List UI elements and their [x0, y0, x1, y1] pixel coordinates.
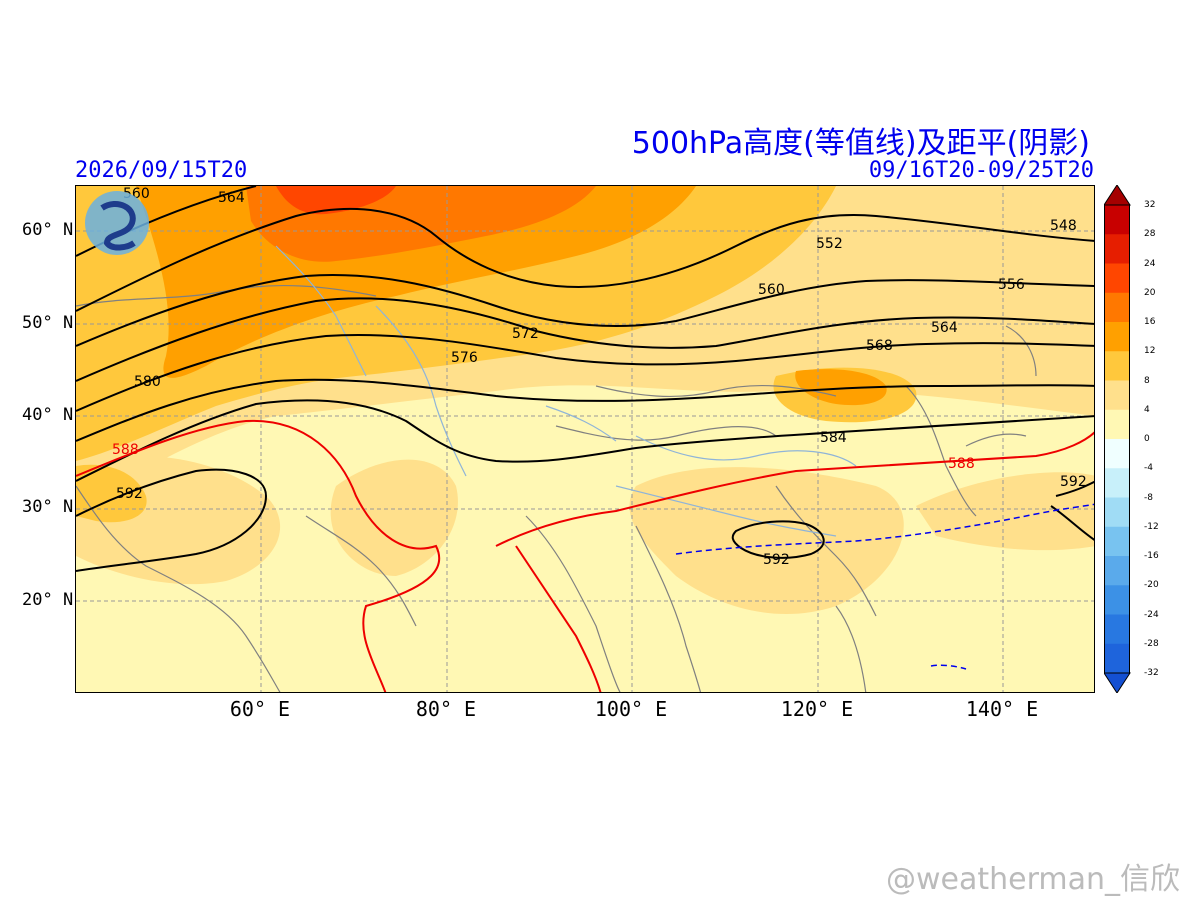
init-time: 2026/09/15T20 [75, 158, 248, 183]
contour-label: 560 [758, 282, 785, 298]
colorbar-frame [1104, 204, 1130, 674]
colorbar-tick-label: 28 [1144, 229, 1156, 240]
valid-period: 09/16T20-09/25T20 [868, 158, 1094, 183]
colorbar-tick-label: -32 [1144, 668, 1159, 678]
contour-label: 548 [1050, 218, 1077, 234]
colorbar-segment [1104, 556, 1130, 586]
contour-label: 592 [116, 486, 143, 502]
rivers-and-lakes [275, 245, 857, 537]
colorbar-tick-label: -12 [1144, 521, 1159, 532]
lat-label-40: 40° N [22, 405, 74, 425]
colorbar-segment [1104, 643, 1130, 674]
lat-label-60: 60° N [22, 220, 74, 240]
lon-label-120: 120° E [780, 697, 854, 721]
negative-anomaly-line [675, 503, 1094, 670]
lon-label-60: 60° E [229, 697, 291, 721]
colorbar-segment [1104, 292, 1130, 323]
colorbar [1104, 185, 1131, 693]
colorbar-tick-label: -24 [1144, 609, 1159, 620]
colorbar-tick-label: 12 [1144, 346, 1156, 357]
colorbar-tick-label: -16 [1144, 551, 1159, 561]
colorbar-segment [1104, 497, 1130, 528]
watermark: @weatherman_信欣 [885, 862, 1180, 897]
contour-label: 568 [866, 338, 893, 354]
colorbar-tick-label: -4 [1144, 463, 1153, 474]
contour-label: 584 [820, 430, 847, 446]
contour-label: 556 [998, 277, 1025, 293]
lat-label-20: 20° N [22, 590, 74, 610]
map-title: 500hPa高度(等值线)及距平(阴影) [631, 126, 1090, 161]
colorbar-segment [1104, 585, 1130, 615]
map-panel: 560 564 580 588 592 572 576 552 560 548 … [75, 185, 1095, 693]
logo-icon [85, 191, 149, 255]
colorbar-segment [1104, 439, 1130, 469]
colorbar-tick-label: -8 [1144, 492, 1153, 503]
coastlines [76, 284, 1037, 692]
contour-labels: 560 564 580 588 592 572 576 552 560 548 … [112, 186, 1087, 568]
contour-label: 592 [763, 552, 790, 568]
contour-label: 576 [451, 350, 478, 366]
contour-label: 552 [816, 236, 843, 252]
contour-label: 592 [1060, 474, 1087, 490]
colorbar-tick-label: -20 [1144, 580, 1159, 591]
colorbar-segment [1104, 614, 1130, 645]
colorbar-segment [1104, 380, 1130, 411]
contour-label: 588 [948, 456, 975, 472]
colorbar-segment [1104, 205, 1130, 235]
lon-label-140: 140° E [965, 697, 1039, 721]
contour-label: 572 [512, 326, 539, 342]
colorbar-tick-label: 20 [1144, 287, 1156, 298]
contour-588 [76, 419, 1094, 692]
colorbar-segment [1104, 351, 1130, 381]
colorbar-segment [1104, 322, 1130, 352]
colorbar-segment [1104, 234, 1130, 264]
colorbar-extend-max [1104, 185, 1131, 206]
anomaly-shade-20-24 [276, 186, 396, 215]
map-gridlines [76, 186, 1094, 692]
colorbar-segment [1104, 468, 1130, 498]
colorbar-segment [1104, 526, 1130, 557]
colorbar-tick-label: 8 [1144, 375, 1150, 386]
colorbar-tick-label: 32 [1144, 200, 1156, 210]
contour-label: 580 [134, 374, 161, 390]
contour-label: 564 [218, 190, 245, 206]
lat-label-50: 50° N [22, 313, 74, 333]
colorbar-extend-min [1104, 672, 1131, 693]
colorbar-tick-label: -28 [1144, 638, 1159, 649]
colorbar-tick-label: 24 [1144, 258, 1156, 269]
contour-label: 588 [112, 442, 139, 458]
colorbar-segment [1104, 409, 1130, 440]
lon-label-80: 80° E [415, 697, 477, 721]
lon-label-100: 100° E [594, 697, 668, 721]
colorbar-tick-label: 0 [1144, 434, 1150, 444]
colorbar-tick-label: 4 [1144, 404, 1150, 415]
colorbar-tick-label: 16 [1144, 317, 1156, 327]
contour-label: 564 [931, 320, 958, 336]
height-contours [76, 186, 1094, 572]
lat-label-30: 30° N [22, 497, 74, 517]
colorbar-segment [1104, 263, 1130, 294]
